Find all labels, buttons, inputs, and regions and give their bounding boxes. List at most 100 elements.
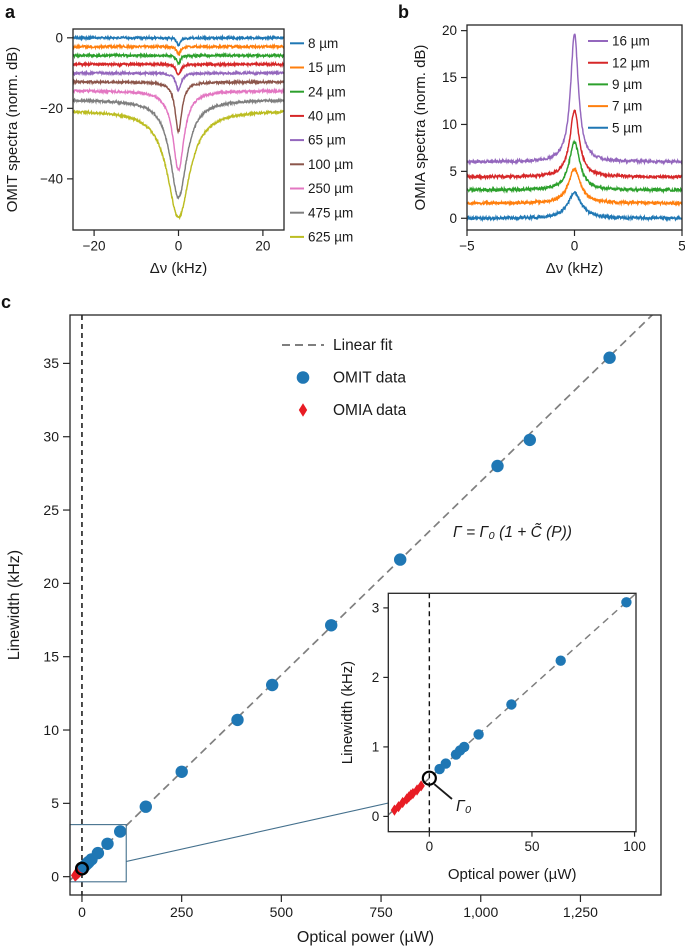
y-tick-label: 0 (51, 868, 59, 884)
y-tick-label: 0 (55, 30, 63, 45)
spectrum-line-475µm (73, 97, 284, 200)
y-tick-label: 0 (372, 809, 380, 824)
omit-point (473, 729, 484, 740)
y-tick-label: 10 (43, 722, 59, 738)
legend-label: 8 µm (308, 36, 338, 51)
spectrum-line-8µm (73, 33, 284, 47)
panel-b-letter: b (398, 2, 409, 22)
panel-a-letter: a (5, 2, 16, 22)
panel-c-xlabel: Optical power (µW) (297, 929, 434, 946)
y-tick-label: −20 (40, 101, 63, 116)
x-tick-label: −5 (459, 239, 474, 254)
omit-point (231, 713, 244, 727)
spectrum-line-250µm (73, 87, 284, 173)
legend-item-40µm: 40 µm (290, 109, 346, 124)
omit-point (139, 800, 152, 813)
legend-label: OMIA data (333, 402, 407, 419)
inset-ylabel: Linewidth (kHz) (339, 661, 356, 764)
legend-item-omia-data: OMIA data (298, 402, 407, 419)
panel-c-inset: Γ₀ 0 50 100 0 1 2 3 Optical power (µW) Linewidth … (339, 592, 646, 883)
spectrum-line-625µm (73, 108, 284, 221)
legend-label: 250 µm (308, 181, 353, 196)
legend-label: 100 µm (308, 157, 353, 172)
plot-box (69, 314, 662, 896)
x-tick-label: 50 (524, 839, 539, 854)
spectrum-line-40µm (73, 60, 284, 76)
legend-item-100µm: 100 µm (290, 157, 353, 172)
spectrum-line-24µm (73, 51, 284, 66)
panel-a-ylabel: OMIT spectra (norm. dB) (4, 47, 21, 213)
spectrum-line-9µm (467, 139, 682, 195)
omit-point (459, 741, 470, 753)
legend-label: 9 µm (612, 77, 642, 92)
legend-item-475µm: 475 µm (290, 205, 353, 220)
gamma0-marker-main (74, 861, 89, 876)
inset-omit-points (434, 597, 632, 775)
legend-item-8µm: 8 µm (290, 36, 338, 51)
omit-point (101, 837, 114, 850)
omia-point (417, 780, 425, 792)
omit-point (506, 699, 517, 710)
legend-label: OMIT data (333, 370, 406, 387)
omit-point (523, 433, 536, 447)
legend-item-linear-fit: Linear fit (282, 337, 393, 354)
y-tick-label: 3 (372, 600, 380, 615)
legend-item-15µm: 15 µm (290, 60, 346, 75)
legend-label: 16 µm (612, 34, 650, 49)
x-tick-label: −20 (83, 239, 106, 254)
panel-a: −20 0 20 0 −20 −40 Δν (kHz) OMIT spectra (norm.… (4, 28, 353, 277)
gamma0-marker-inset (421, 770, 437, 786)
x-tick-label: 5 (678, 239, 685, 254)
omit-point (394, 553, 407, 566)
legend-label: 12 µm (612, 55, 650, 70)
legend-label: 475 µm (308, 205, 353, 220)
legend-item-16µm: 16 µm (588, 34, 650, 49)
legend-label: 24 µm (308, 84, 346, 99)
legend-label: 625 µm (308, 230, 353, 245)
spectrum-line-65µm (73, 69, 284, 93)
spectrum-line-7µm (467, 166, 682, 208)
omit-point (266, 678, 279, 692)
plot-box (387, 592, 637, 833)
y-tick-label: 2 (372, 670, 380, 685)
panel-c-ylabel: Linewidth (kHz) (6, 550, 23, 660)
omit-point (114, 825, 127, 838)
omit-spectra-lines (73, 33, 284, 221)
omit-point (491, 459, 504, 473)
y-tick-label: 15 (442, 70, 457, 85)
omit-point (175, 765, 188, 778)
inset-xlabel: Optical power (µW) (448, 866, 577, 883)
panel-b-legend: 16 µm 12 µm 9 µm 7 µm 5 µm (588, 34, 650, 135)
x-tick-label: 0 (571, 239, 579, 254)
y-tick-label: 35 (43, 355, 59, 371)
legend-label: 40 µm (308, 109, 346, 124)
gamma0-label: Γ₀ (456, 798, 472, 815)
legend-label: Linear fit (333, 337, 393, 354)
omia-spectra-lines (467, 33, 682, 223)
x-tick-label: 250 (170, 904, 194, 920)
panel-a-xlabel: Δν (kHz) (150, 260, 208, 277)
x-tick-label: 750 (369, 904, 393, 920)
legend-item-250µm: 250 µm (290, 181, 353, 196)
y-tick-label: 20 (43, 575, 59, 591)
y-tick-label: 20 (442, 23, 457, 38)
panel-b-ylabel: OMIA spectra (norm. dB) (412, 45, 429, 211)
omia-point (398, 796, 407, 809)
spectrum-line-16µm (467, 33, 682, 166)
x-tick-label: 100 (623, 839, 646, 854)
y-tick-label: −40 (40, 171, 63, 186)
inset-fit-line (388, 593, 636, 816)
x-tick-label: 0 (426, 839, 434, 854)
y-tick-label: 30 (43, 428, 59, 444)
legend-item-omit-data: OMIT data (296, 370, 406, 387)
omit-point (91, 846, 105, 860)
fit-equation: Γ = Γ₀ (1 + C̃ (P)) (453, 524, 572, 541)
omit-point (440, 758, 451, 769)
omit-point (325, 619, 338, 632)
inset-omia-points (390, 780, 425, 816)
y-tick-label: 5 (51, 795, 59, 811)
legend-item-9µm: 9 µm (588, 77, 642, 92)
spectrum-line-100µm (73, 78, 284, 135)
panel-b-xlabel: Δν (kHz) (546, 260, 604, 277)
